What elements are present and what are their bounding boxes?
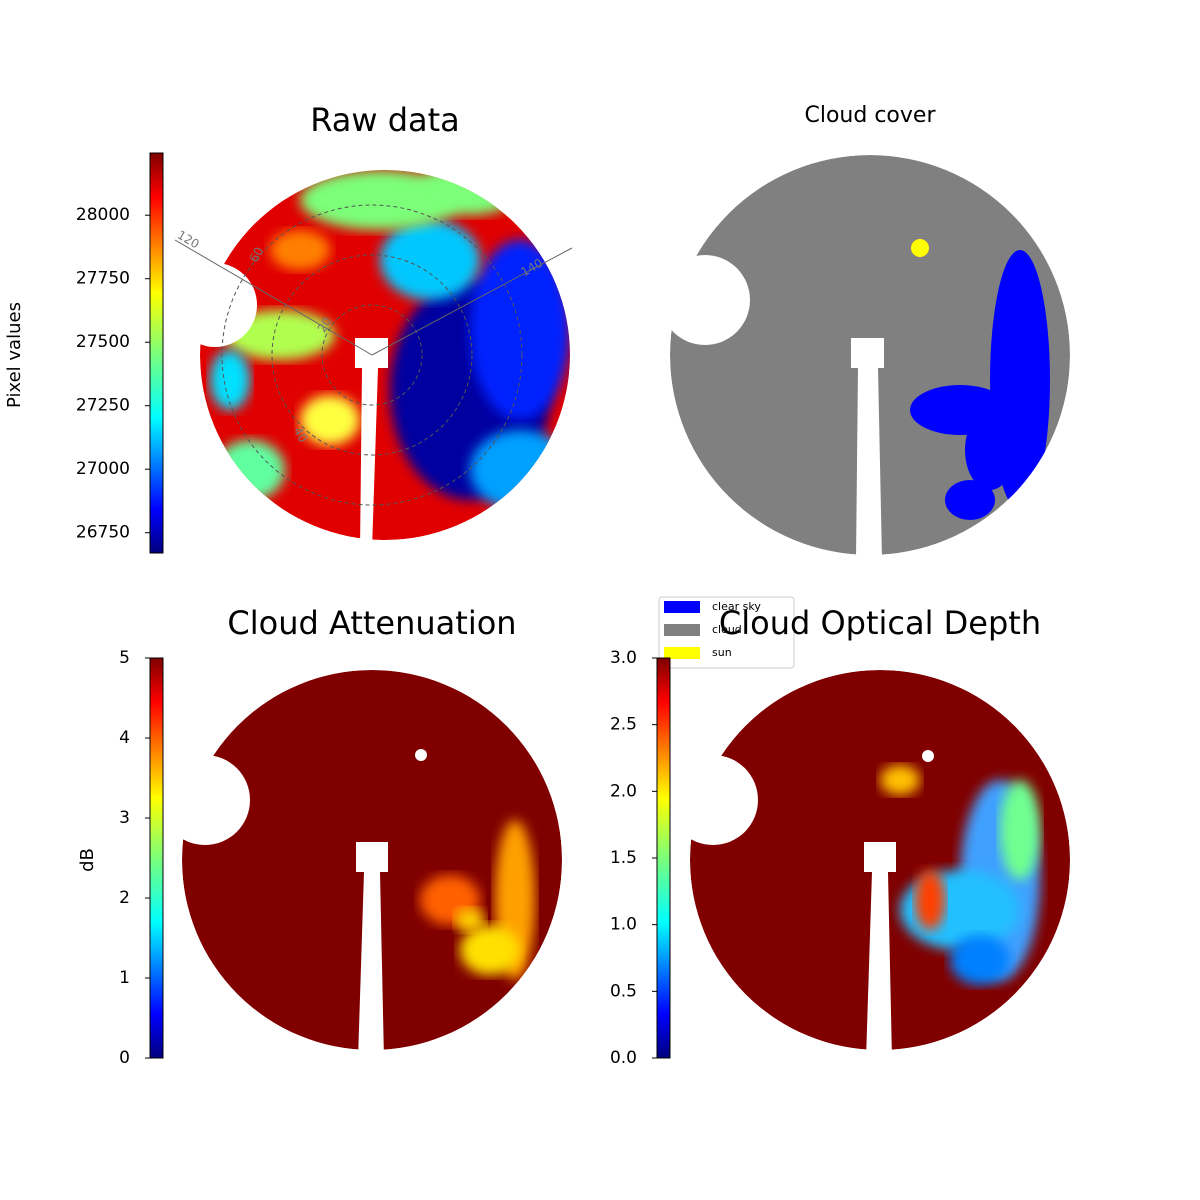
mask-wedge <box>856 368 882 560</box>
colorbar <box>656 657 671 1059</box>
sky-blob <box>880 765 920 795</box>
mask-cut <box>173 263 257 347</box>
colorbar-label: dB <box>77 848 98 872</box>
colorbar-tick-label: 27750 <box>76 269 130 289</box>
panel-title: Cloud Attenuation <box>227 604 516 642</box>
polar-label: 60 <box>247 245 267 265</box>
colorbar-tick-label: 28000 <box>76 205 130 225</box>
mask-cut <box>160 755 250 845</box>
colorbar-tick-label: 1.0 <box>610 915 637 935</box>
panel: Cloud Optical Depth 0.0 0.5 1.0 1.5 2.0 2.5 3.0 <box>610 604 1070 1068</box>
sky-blob <box>210 350 250 410</box>
panel: Cloud cover <box>660 103 1070 560</box>
colorbar-label: Pixel values <box>4 302 25 408</box>
sky-blob <box>460 925 520 975</box>
colorbar-tick-label: 27000 <box>76 459 130 479</box>
panel-title: Raw data <box>310 101 460 139</box>
polar-ring <box>321 304 423 406</box>
mask-wedge <box>866 872 892 1060</box>
colorbar <box>149 657 164 1059</box>
sky-blob <box>945 480 995 520</box>
sky-blob <box>270 230 330 270</box>
sky-blob <box>470 430 570 510</box>
colorbar-tick-label: 27500 <box>76 332 130 352</box>
sky-blob <box>300 170 460 230</box>
panel-title: Cloud cover <box>805 103 937 128</box>
sky-blob <box>300 395 360 445</box>
panel-title: Cloud Optical Depth <box>719 604 1041 642</box>
sky-blob <box>1000 780 1040 880</box>
colorbar <box>149 152 164 554</box>
mask-cut <box>660 255 750 345</box>
sky-blob <box>915 870 945 930</box>
colorbar-tick-label: 2.5 <box>610 715 637 735</box>
colorbar-tick-label: 1.5 <box>610 848 637 868</box>
colorbar-tick-label: 27250 <box>76 396 130 416</box>
mask-box <box>356 842 388 872</box>
legend-patch <box>664 601 700 613</box>
colorbar-tick-label: 1 <box>119 968 130 988</box>
colorbar-tick-label: 26750 <box>76 523 130 543</box>
colorbar-tick-label: 0 <box>119 1048 130 1068</box>
mask-box <box>851 338 884 368</box>
polar-label: 20 <box>315 315 335 335</box>
colorbar-tick-label: 4 <box>119 728 130 748</box>
colorbar-tick-label: 0.0 <box>610 1048 637 1068</box>
sky-image <box>670 155 1070 555</box>
panel: Cloud Attenuation 0 1 2 3 4 5 dB <box>77 604 562 1068</box>
sky-blob <box>380 220 480 300</box>
sun <box>911 239 929 257</box>
panel: Raw data12060204014026750270002725027500… <box>4 101 573 554</box>
polar-label: 40 <box>291 425 311 445</box>
polar-ring <box>271 254 473 456</box>
colorbar-tick-label: 2.0 <box>610 781 637 801</box>
polar-axis <box>371 247 573 356</box>
mask-box <box>864 842 896 872</box>
sky-blob <box>420 170 520 215</box>
polar-axis <box>174 239 373 356</box>
legend-label: cloud <box>712 623 742 636</box>
colorbar-tick-label: 3 <box>119 808 130 828</box>
sun-mask <box>415 749 427 761</box>
legend-label: sun <box>712 646 732 659</box>
colorbar-tick-label: 5 <box>119 648 130 668</box>
sky-blob <box>470 240 570 420</box>
legend-patch <box>664 624 700 636</box>
polar-ring <box>221 204 523 506</box>
mask-wedge <box>358 872 384 1060</box>
sky-blob <box>950 935 1010 985</box>
mask-box <box>355 338 388 368</box>
sky-image <box>200 170 570 540</box>
mask-cut <box>668 755 758 845</box>
colorbar-tick-label: 0.5 <box>610 981 637 1001</box>
sun-mask <box>922 750 934 762</box>
colorbar-tick-label: 3.0 <box>610 648 637 668</box>
sky-blob <box>965 410 1015 490</box>
sky-blob <box>455 908 485 932</box>
legend-label: clear sky <box>712 600 761 613</box>
colorbar-tick-label: 2 <box>119 888 130 908</box>
legend-patch <box>664 647 700 659</box>
sky-blob <box>215 440 285 500</box>
